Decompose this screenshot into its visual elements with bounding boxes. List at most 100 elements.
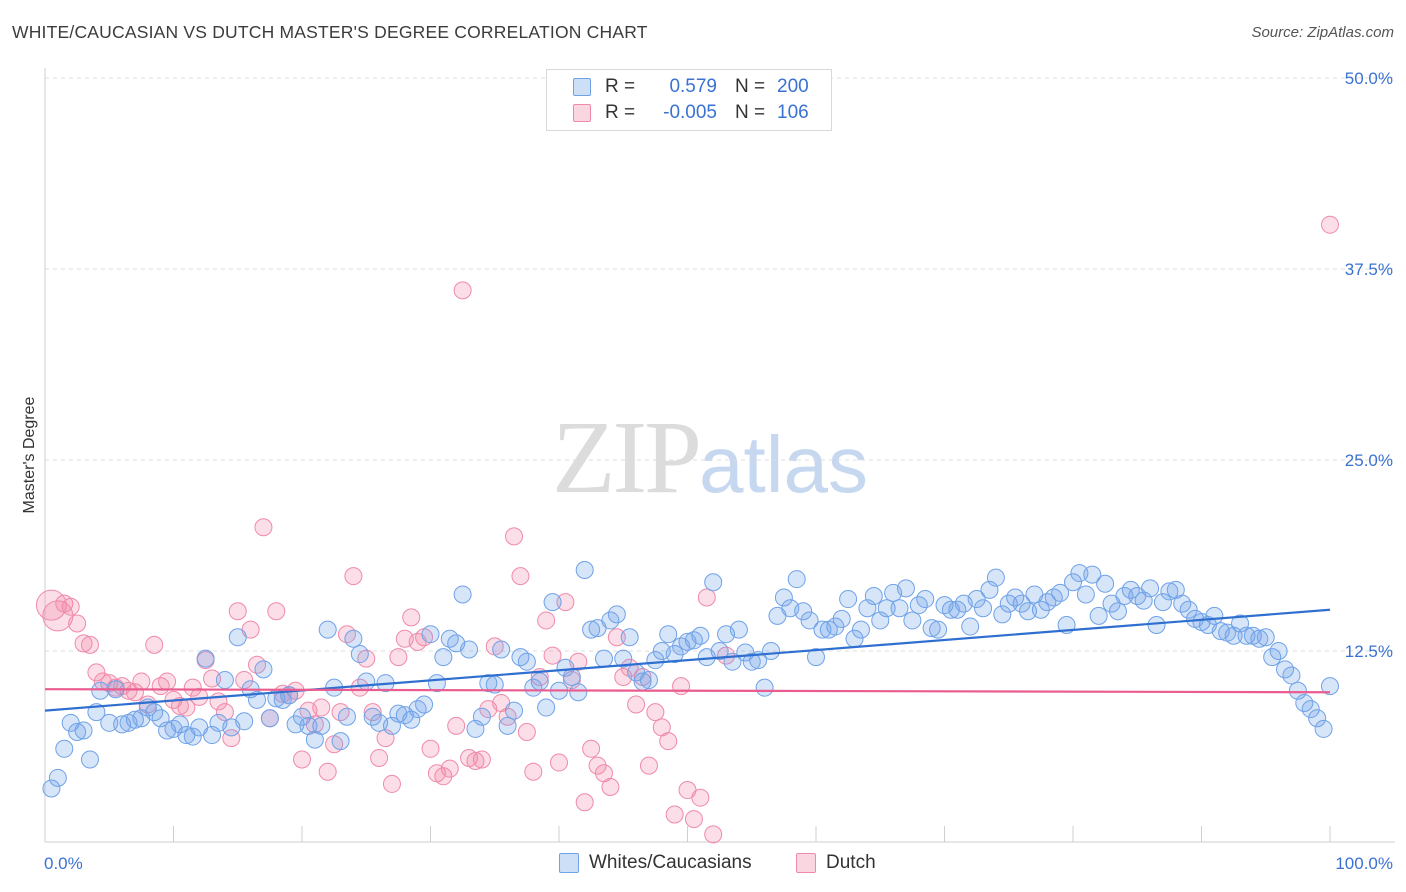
- dutch-point: [74, 634, 93, 653]
- dutch-point: [370, 748, 389, 767]
- white-point: [582, 620, 601, 639]
- white-point: [421, 625, 440, 644]
- white-point: [402, 710, 421, 729]
- legend-n-value: 200: [777, 76, 809, 97]
- dutch-point: [472, 750, 491, 769]
- white-point: [100, 713, 119, 732]
- source-label: Source: ZipAtlas.com: [1251, 24, 1394, 41]
- legend-r-label: R =: [605, 102, 636, 123]
- white-point: [794, 602, 813, 621]
- series-legend-dutch[interactable]: Dutch: [796, 852, 876, 874]
- legend-n-label: N =: [735, 76, 766, 97]
- dutch-point: [575, 793, 594, 812]
- white-point: [639, 671, 658, 690]
- white-point: [993, 605, 1012, 624]
- x-tick-label: 0.0%: [44, 854, 83, 873]
- dutch-point: [517, 722, 536, 741]
- dutch-point: [627, 695, 646, 714]
- white-point: [196, 649, 215, 668]
- dutch-point: [357, 649, 376, 668]
- white-point: [1051, 583, 1070, 602]
- white-point: [1321, 677, 1339, 696]
- dutch-point: [170, 697, 189, 716]
- dutch-point: [550, 753, 568, 772]
- white-point: [517, 652, 536, 671]
- dutch-point: [203, 669, 222, 688]
- white-point: [331, 732, 350, 751]
- white-point: [530, 672, 549, 691]
- dutch-point: [524, 762, 543, 781]
- dutch-point: [389, 648, 408, 667]
- white-point: [1044, 588, 1063, 607]
- white-point: [1038, 593, 1057, 612]
- series-swatch-whites: [559, 853, 579, 873]
- white-point: [1179, 600, 1198, 619]
- white-point: [260, 709, 279, 728]
- dutch-point: [684, 810, 703, 829]
- white-point: [74, 721, 93, 740]
- white-point: [91, 681, 110, 700]
- dutch-point: [125, 683, 144, 702]
- dutch-point: [659, 732, 678, 751]
- white-point: [826, 617, 845, 636]
- white-point: [215, 671, 234, 690]
- dutch-point: [68, 614, 87, 633]
- white-point: [537, 698, 556, 717]
- white-point: [646, 651, 665, 670]
- dutch-point: [646, 703, 665, 722]
- white-point: [492, 640, 511, 659]
- white-point: [498, 716, 517, 735]
- legend-r-label: R =: [605, 76, 636, 97]
- dutch-point: [466, 752, 485, 771]
- dutch-point: [607, 628, 626, 647]
- white-point: [408, 700, 427, 719]
- white-point: [183, 727, 202, 746]
- white-point: [80, 750, 99, 769]
- white-point: [1070, 564, 1089, 583]
- y-tick-label: 12.5%: [1345, 642, 1393, 661]
- white-point: [434, 648, 453, 667]
- white-point: [440, 629, 459, 648]
- dutch-point: [402, 608, 421, 627]
- white-point: [235, 712, 254, 731]
- white-point: [742, 652, 761, 671]
- dutch-point: [158, 672, 177, 691]
- dutch-point: [665, 805, 684, 824]
- dutch-point: [363, 703, 382, 722]
- white-point: [659, 625, 678, 644]
- dutch-point: [190, 687, 209, 706]
- dutch-point: [61, 597, 80, 616]
- dutch-point: [672, 677, 691, 696]
- dutch-point: [505, 527, 524, 546]
- white-point: [1147, 616, 1166, 635]
- dutch-point: [248, 655, 267, 674]
- white-point: [1089, 606, 1108, 625]
- white-point: [929, 620, 948, 639]
- white-point: [787, 570, 806, 589]
- dutch-point: [447, 716, 466, 735]
- y-tick-label: 50.0%: [1345, 69, 1393, 88]
- dutch-point: [145, 635, 164, 654]
- white-point: [350, 645, 369, 664]
- white-point: [1083, 565, 1102, 584]
- white-point: [1141, 579, 1160, 598]
- dutch-points: [35, 215, 1339, 844]
- dutch-point: [601, 777, 620, 796]
- dutch-point: [344, 567, 363, 586]
- white-point: [684, 631, 703, 650]
- dutch-point: [267, 602, 286, 621]
- series-label-dutch: Dutch: [826, 852, 876, 873]
- white-point: [472, 707, 491, 726]
- white-point: [511, 648, 530, 667]
- white-point: [594, 649, 613, 668]
- series-legend-whites[interactable]: Whites/Caucasians: [559, 852, 752, 874]
- white-point: [974, 599, 993, 618]
- white-point: [851, 620, 870, 639]
- axes: [44, 68, 1395, 843]
- white-point: [877, 599, 896, 618]
- grid-lines: [45, 77, 1395, 652]
- white-point: [607, 605, 626, 624]
- white-point: [614, 649, 633, 668]
- y-tick-label: 37.5%: [1345, 260, 1393, 279]
- white-point: [460, 640, 479, 659]
